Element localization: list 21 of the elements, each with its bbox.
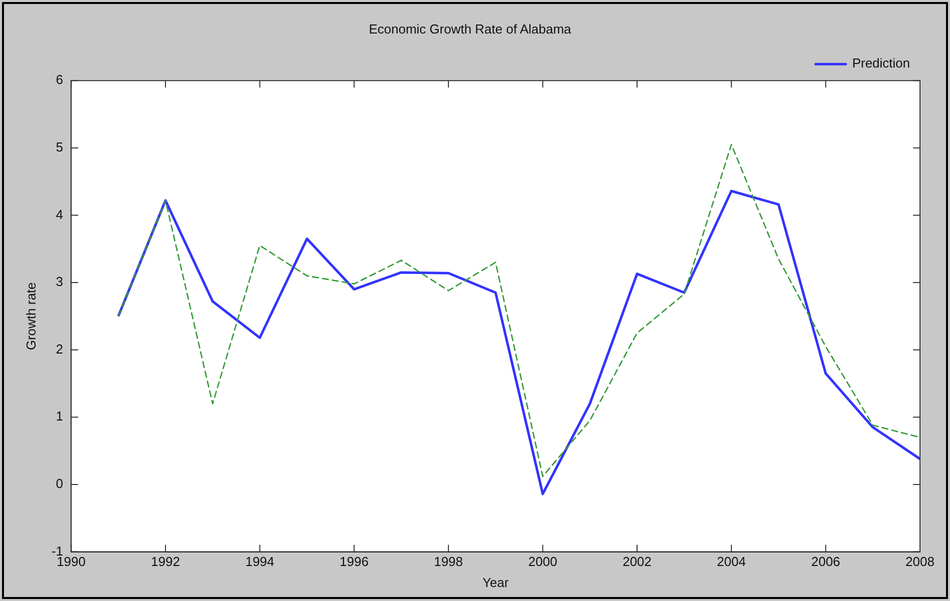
x-tick-label: 2002 <box>622 554 652 570</box>
x-axis-title: Year <box>482 574 510 590</box>
x-tick-label: 1992 <box>151 554 180 570</box>
x-tick-label: 2006 <box>811 554 840 570</box>
x-tick-label: 1994 <box>245 554 274 570</box>
y-tick-label: 5 <box>56 139 64 154</box>
x-tick-label: 2000 <box>528 554 558 570</box>
y-tick-label: 4 <box>56 206 64 222</box>
chart-title: Economic Growth Rate of Alabama <box>368 21 572 36</box>
x-tick-label: 2004 <box>716 554 746 570</box>
y-tick-label: 2 <box>56 341 64 356</box>
line-series <box>118 144 920 478</box>
y-tick-label: 3 <box>56 274 64 290</box>
y-tick-label: 1 <box>56 408 64 424</box>
y-tick-label: 6 <box>56 72 64 88</box>
x-tick-label: 1996 <box>340 554 369 570</box>
y-axis-title: Growth rate <box>23 282 38 350</box>
x-tick-label: 2008 <box>906 554 934 570</box>
y-tick-label: 0 <box>56 476 64 492</box>
x-tick-label: 1998 <box>434 554 463 570</box>
legend-label: Prediction <box>852 56 910 71</box>
